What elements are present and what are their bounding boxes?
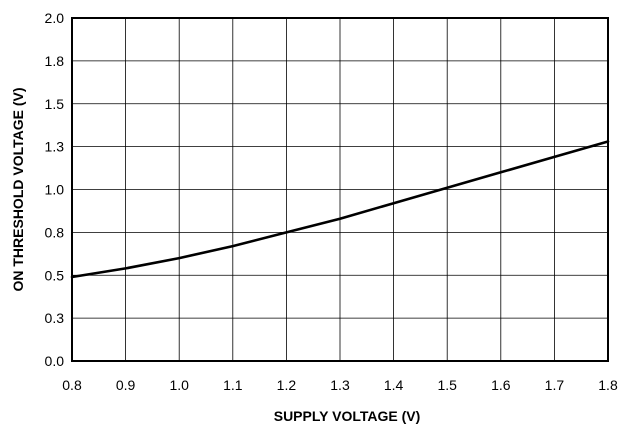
y-tick-label: 1.0 (45, 182, 65, 198)
y-tick-label: 1.3 (45, 139, 65, 155)
y-tick-labels: 0.0 0.3 0.5 0.8 1.0 1.3 1.5 1.8 2.0 (45, 10, 65, 369)
y-tick-label: 1.5 (45, 96, 65, 112)
y-tick-label: 2.0 (45, 10, 65, 26)
x-axis-title: SUPPLY VOLTAGE (V) (274, 408, 421, 424)
x-tick-label: 1.2 (277, 377, 297, 393)
x-tick-label: 1.5 (437, 377, 457, 393)
x-tick-label: 1.8 (598, 377, 618, 393)
y-tick-label: 0.8 (45, 224, 65, 240)
x-tick-label: 1.4 (384, 377, 404, 393)
x-tick-label: 0.9 (116, 377, 136, 393)
x-tick-label: 1.0 (169, 377, 189, 393)
x-tick-label: 1.3 (330, 377, 350, 393)
x-tick-label: 1.7 (545, 377, 565, 393)
x-tick-label: 0.8 (62, 377, 82, 393)
series-layer (70, 140, 610, 279)
y-tick-label: 0.3 (45, 310, 65, 326)
y-tick-label: 1.8 (45, 53, 65, 69)
series-line (70, 140, 610, 279)
y-tick-label: 0.0 (45, 353, 65, 369)
x-tick-labels: 0.8 0.9 1.0 1.1 1.2 1.3 1.4 1.5 1.6 1.7 1.8 (62, 377, 618, 393)
x-tick-label: 1.6 (491, 377, 511, 393)
y-tick-label: 0.5 (45, 267, 65, 283)
plot-frame (71, 17, 609, 362)
grid-lines (71, 17, 609, 362)
y-axis-title: ON THRESHOLD VOLTAGE (V) (10, 87, 26, 291)
x-tick-label: 1.1 (223, 377, 243, 393)
